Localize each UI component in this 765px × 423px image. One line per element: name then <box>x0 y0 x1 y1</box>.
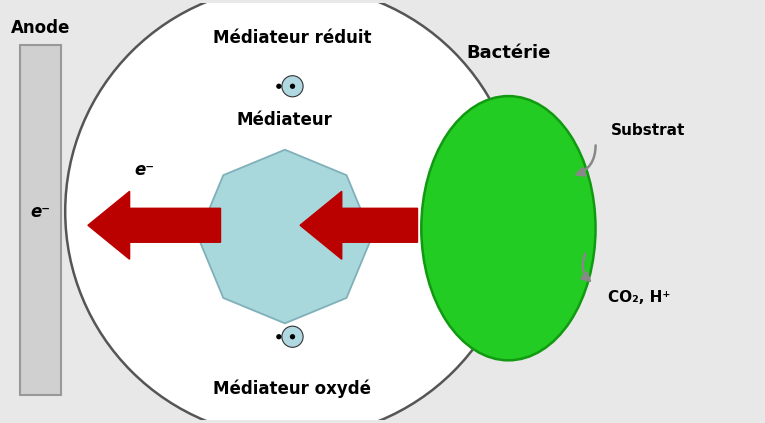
FancyArrowPatch shape <box>577 146 596 176</box>
Text: Médiateur oxydé: Médiateur oxydé <box>213 380 372 398</box>
Text: Médiateur: Médiateur <box>237 111 333 129</box>
Ellipse shape <box>422 96 595 360</box>
Ellipse shape <box>276 334 282 339</box>
FancyArrowPatch shape <box>581 254 590 281</box>
Text: e⁻: e⁻ <box>30 203 50 220</box>
Text: CO₂, H⁺: CO₂, H⁺ <box>607 290 670 305</box>
FancyArrow shape <box>300 191 418 259</box>
Text: Anode: Anode <box>11 19 70 37</box>
Text: Médiateur réduit: Médiateur réduit <box>213 29 372 47</box>
Ellipse shape <box>290 334 295 339</box>
Ellipse shape <box>290 84 295 89</box>
Text: Bactérie: Bactérie <box>466 44 551 62</box>
FancyBboxPatch shape <box>20 44 61 395</box>
Ellipse shape <box>282 76 303 97</box>
Ellipse shape <box>282 326 303 347</box>
Text: Substrat: Substrat <box>610 123 685 137</box>
FancyArrow shape <box>88 191 220 259</box>
Polygon shape <box>198 150 372 323</box>
Ellipse shape <box>65 0 519 423</box>
Text: e⁻: e⁻ <box>135 161 155 179</box>
Ellipse shape <box>276 84 282 89</box>
